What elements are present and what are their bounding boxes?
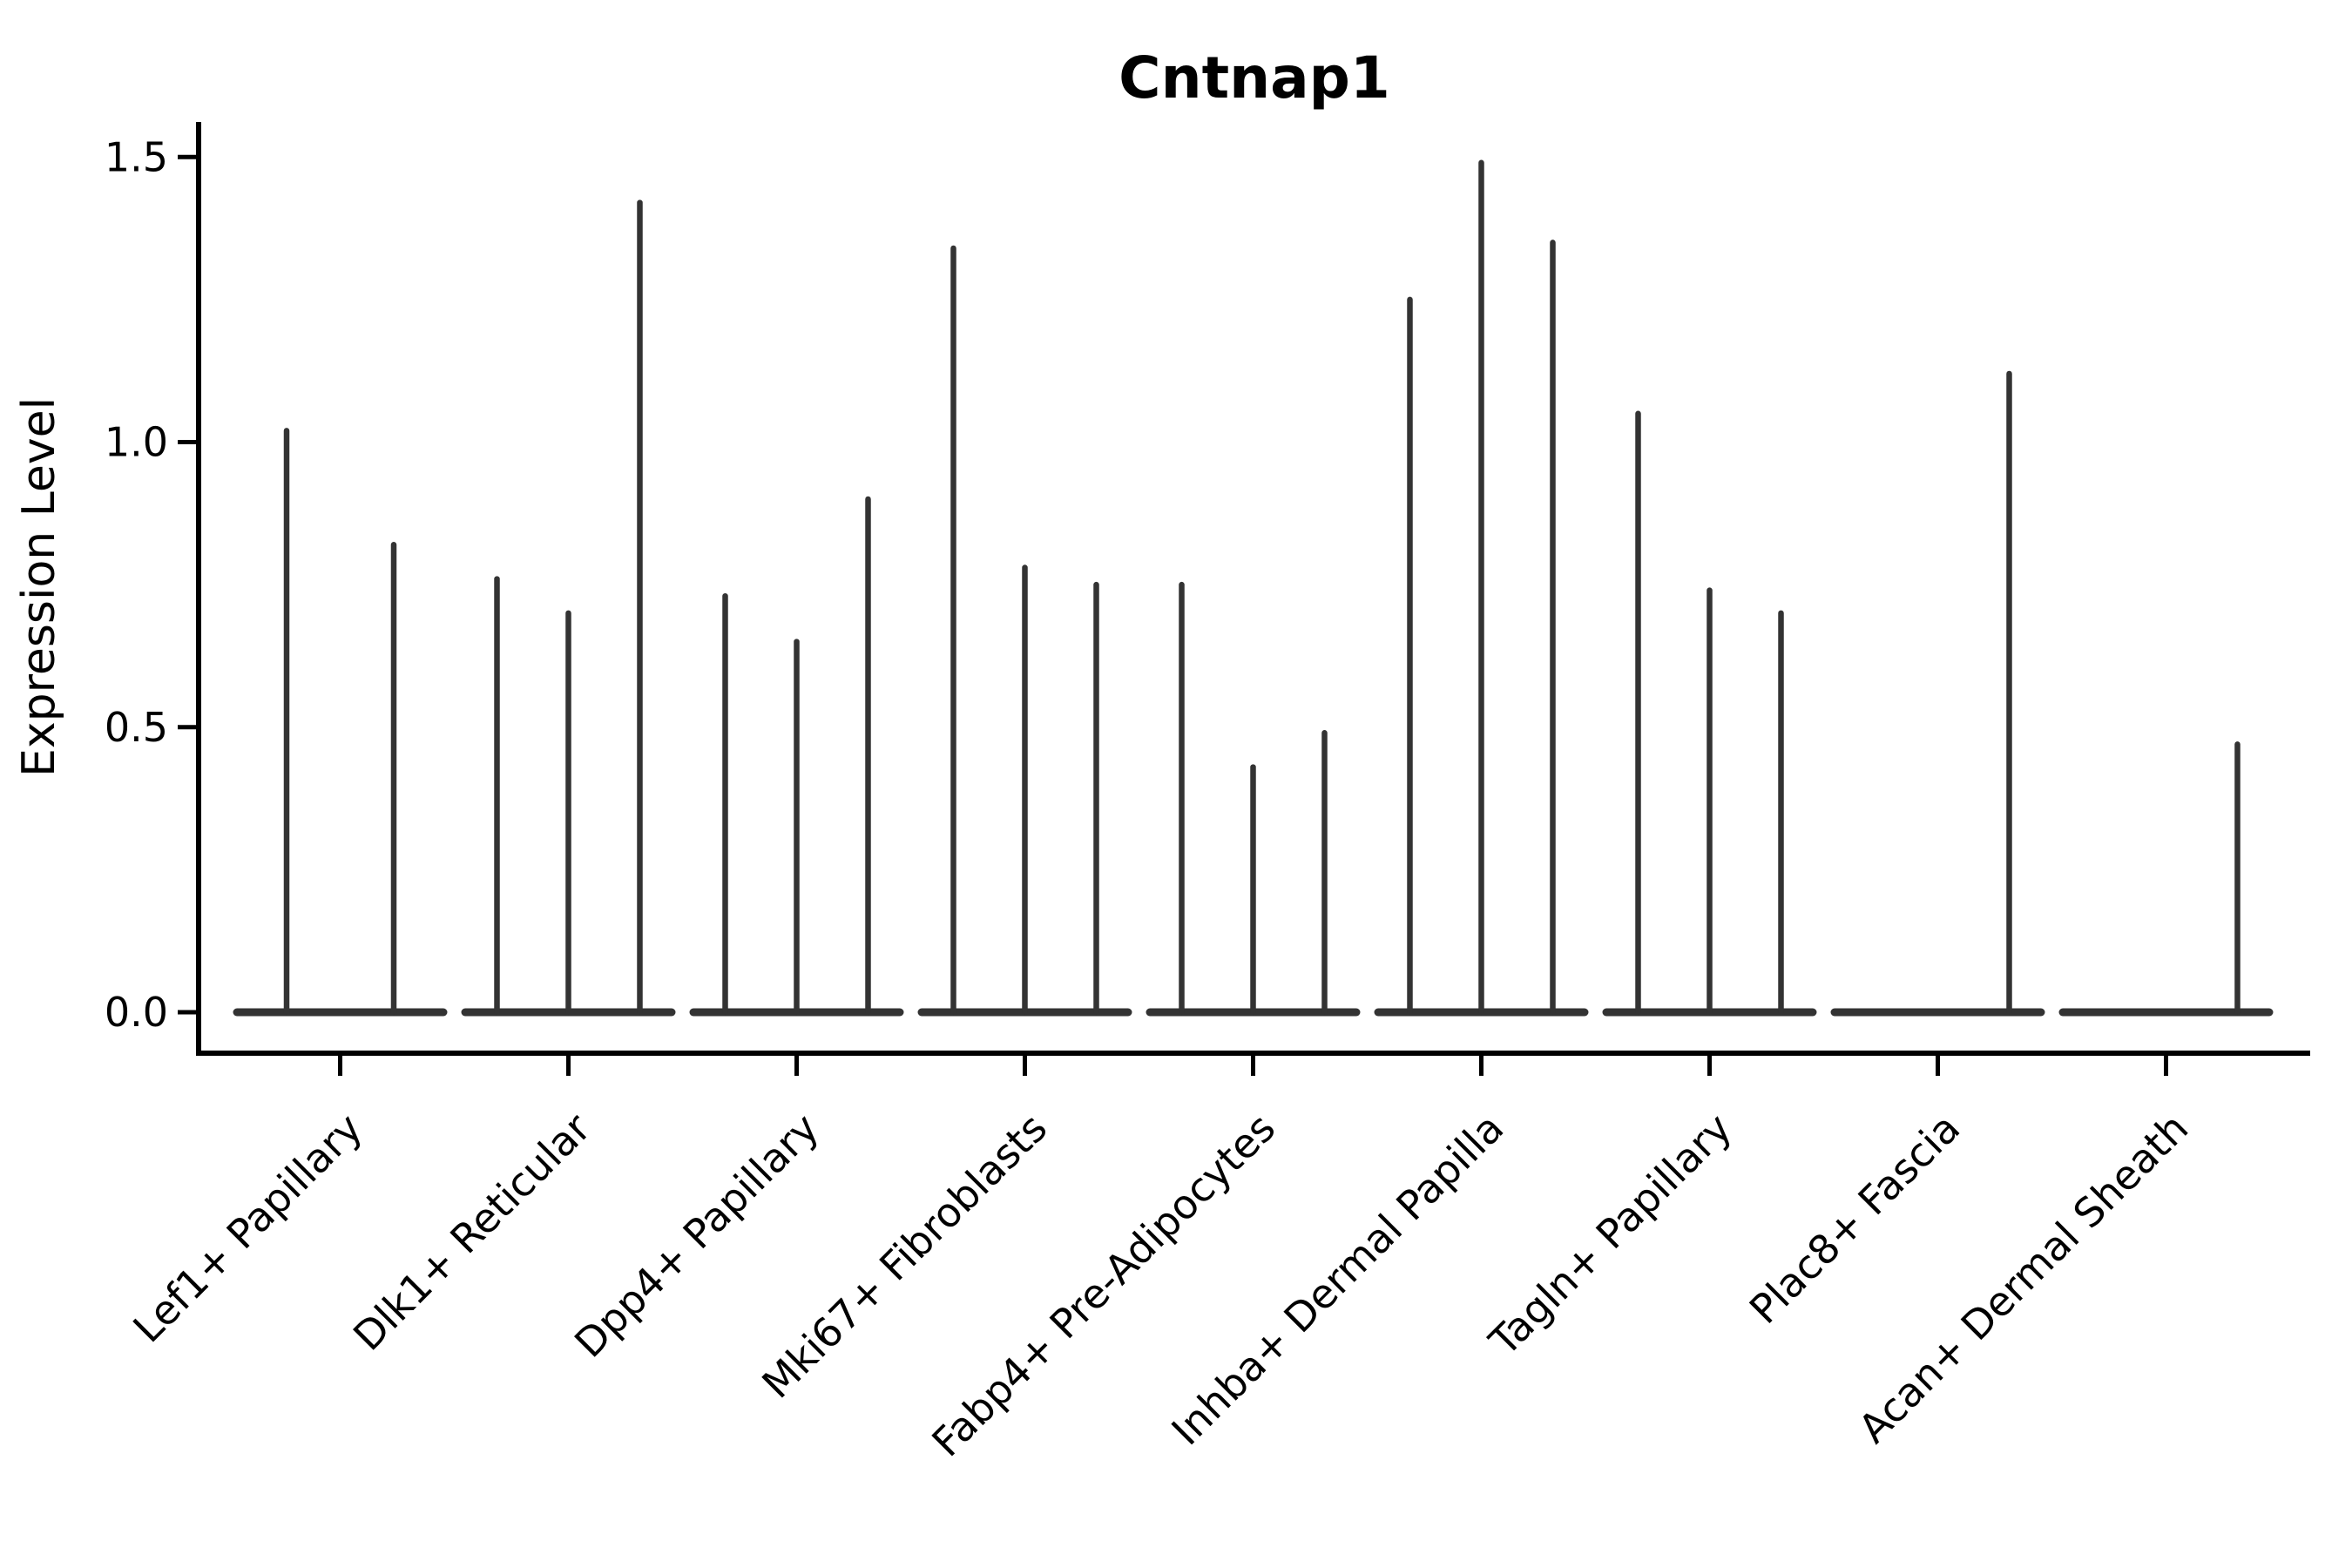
y-tick-label: 1.0	[105, 419, 168, 466]
violin-baseline	[233, 1008, 448, 1017]
y-tick-label: 0.0	[105, 989, 168, 1036]
y-tick-label: 1.5	[105, 133, 168, 180]
violin-category-group	[689, 496, 904, 1017]
y-tick-label: 0.5	[105, 704, 168, 751]
violin-category-group	[917, 245, 1132, 1017]
y-axis-ticks: 0.0 0.5 1.0 1.5	[105, 133, 198, 1036]
violin-category-group	[461, 199, 676, 1017]
violins	[233, 159, 2274, 1017]
y-axis-label: Expression Level	[13, 397, 65, 777]
violin-category-group	[1830, 370, 2045, 1017]
violin-category-group	[2058, 741, 2274, 1017]
x-tick-label: Plac8+ Fascia	[1740, 1105, 1969, 1333]
violin-category-group	[233, 428, 448, 1017]
x-axis-ticks	[338, 1056, 2168, 1076]
violin-baseline	[1830, 1008, 2045, 1017]
violin-category-group	[1374, 159, 1589, 1017]
violin-category-group	[1146, 581, 1361, 1017]
violin-category-group	[1602, 410, 1817, 1017]
x-tick-label: Dpp4+ Papillary	[565, 1105, 828, 1367]
x-tick-label: Tagln+ Papillary	[1480, 1105, 1741, 1366]
chart-title: Cntnap1	[1119, 44, 1390, 112]
x-tick-label: Dlk1+ Reticular	[344, 1105, 599, 1360]
violin-baseline	[2058, 1008, 2274, 1017]
x-tick-label: Lef1+ Papillary	[124, 1105, 371, 1352]
